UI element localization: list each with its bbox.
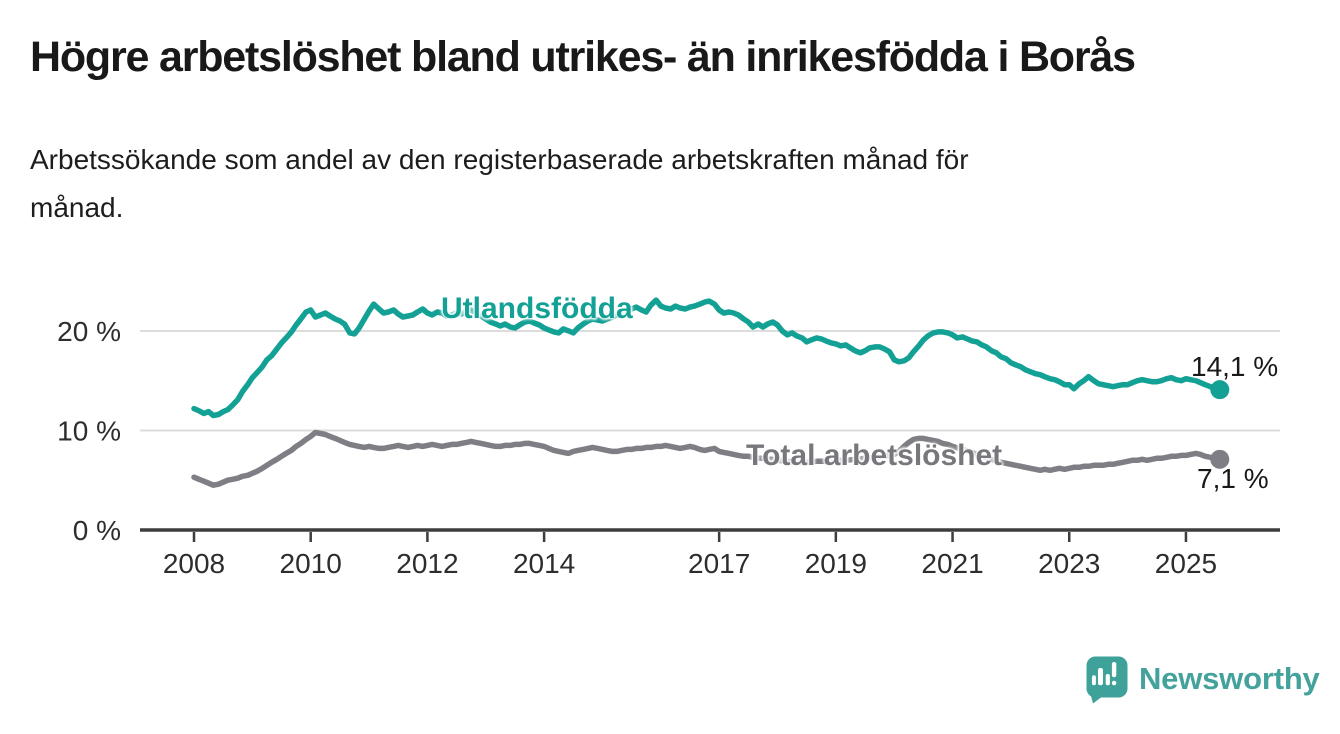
page-title: Högre arbetslöshet bland utrikes- än inr… (30, 33, 1136, 81)
x-axis-tick-label: 2008 (163, 548, 225, 579)
y-axis-tick-label: 0 % (73, 515, 121, 546)
x-axis-tick-label: 2017 (688, 548, 750, 579)
x-axis-tick-label: 2012 (396, 548, 458, 579)
x-axis-tick-label: 2010 (280, 548, 342, 579)
series-label-utlandsfodda: Utlandsfödda (441, 292, 633, 325)
x-axis-tick-label: 2021 (921, 548, 983, 579)
end-dot-utlandsfodda (1210, 380, 1230, 400)
end-dot-total-arbetsloshet (1210, 449, 1230, 469)
line-total-arbetsloshet (191, 429, 1223, 488)
y-axis-tick-label: 20 % (57, 316, 121, 347)
line-utlandsfodda (191, 297, 1223, 419)
y-axis-tick-label: 10 % (57, 415, 121, 446)
x-axis-tick-label: 2019 (805, 548, 867, 579)
x-axis-tick-label: 2014 (513, 548, 575, 579)
series-label-total-arbetsloshet: Total arbetslöshet (746, 439, 1003, 472)
latest-value-total-arbetsloshet: 7,1 % (1197, 463, 1269, 494)
latest-value-utlandsfodda: 14,1 % (1191, 351, 1279, 382)
x-axis-tick-label: 2025 (1155, 548, 1217, 579)
x-axis-tick-label: 2023 (1038, 548, 1100, 579)
page-subtitle: Arbetssökande som andel av den registerb… (30, 144, 969, 223)
